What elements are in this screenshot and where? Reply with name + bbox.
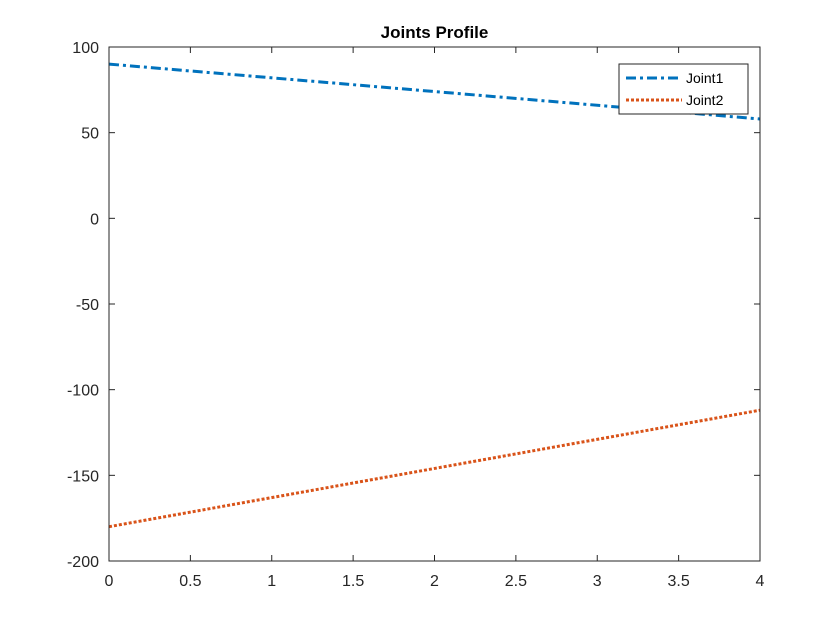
y-tick-label: -150	[67, 468, 99, 485]
x-tick-label: 4	[756, 573, 765, 590]
x-tick-label: 3.5	[668, 573, 690, 590]
series-line-joint1	[108, 62, 761, 121]
x-tick-label: 1	[267, 573, 276, 590]
axes-layer: 0 0.5 1 1.5 2 2.5 3 3.5 4 -200 -150 -100 -50 0 50 100	[67, 40, 765, 590]
x-tick-label: 2	[430, 573, 439, 590]
series-line-joint2	[108, 408, 761, 529]
y-tick-label: -50	[76, 297, 99, 314]
legend-label-joint1: Joint1	[686, 70, 724, 86]
chart-title: Joints Profile	[381, 23, 489, 42]
x-tick-label: 0.5	[179, 573, 201, 590]
y-tick-label: 0	[90, 211, 99, 228]
legend: Joint1 Joint2	[618, 63, 749, 115]
x-tick-label: 0	[105, 573, 114, 590]
y-tick-label: -100	[67, 383, 99, 400]
x-tick-label: 3	[593, 573, 602, 590]
x-tick-label: 1.5	[342, 573, 364, 590]
series-layer	[108, 62, 761, 529]
y-tick-label: -200	[67, 554, 99, 571]
legend-label-joint2: Joint2	[686, 92, 724, 108]
x-tick-label: 2.5	[505, 573, 527, 590]
y-tick-label: 50	[81, 126, 99, 143]
y-tick-label: 100	[72, 40, 99, 57]
legend-box	[618, 63, 749, 115]
plot-area	[109, 47, 760, 561]
